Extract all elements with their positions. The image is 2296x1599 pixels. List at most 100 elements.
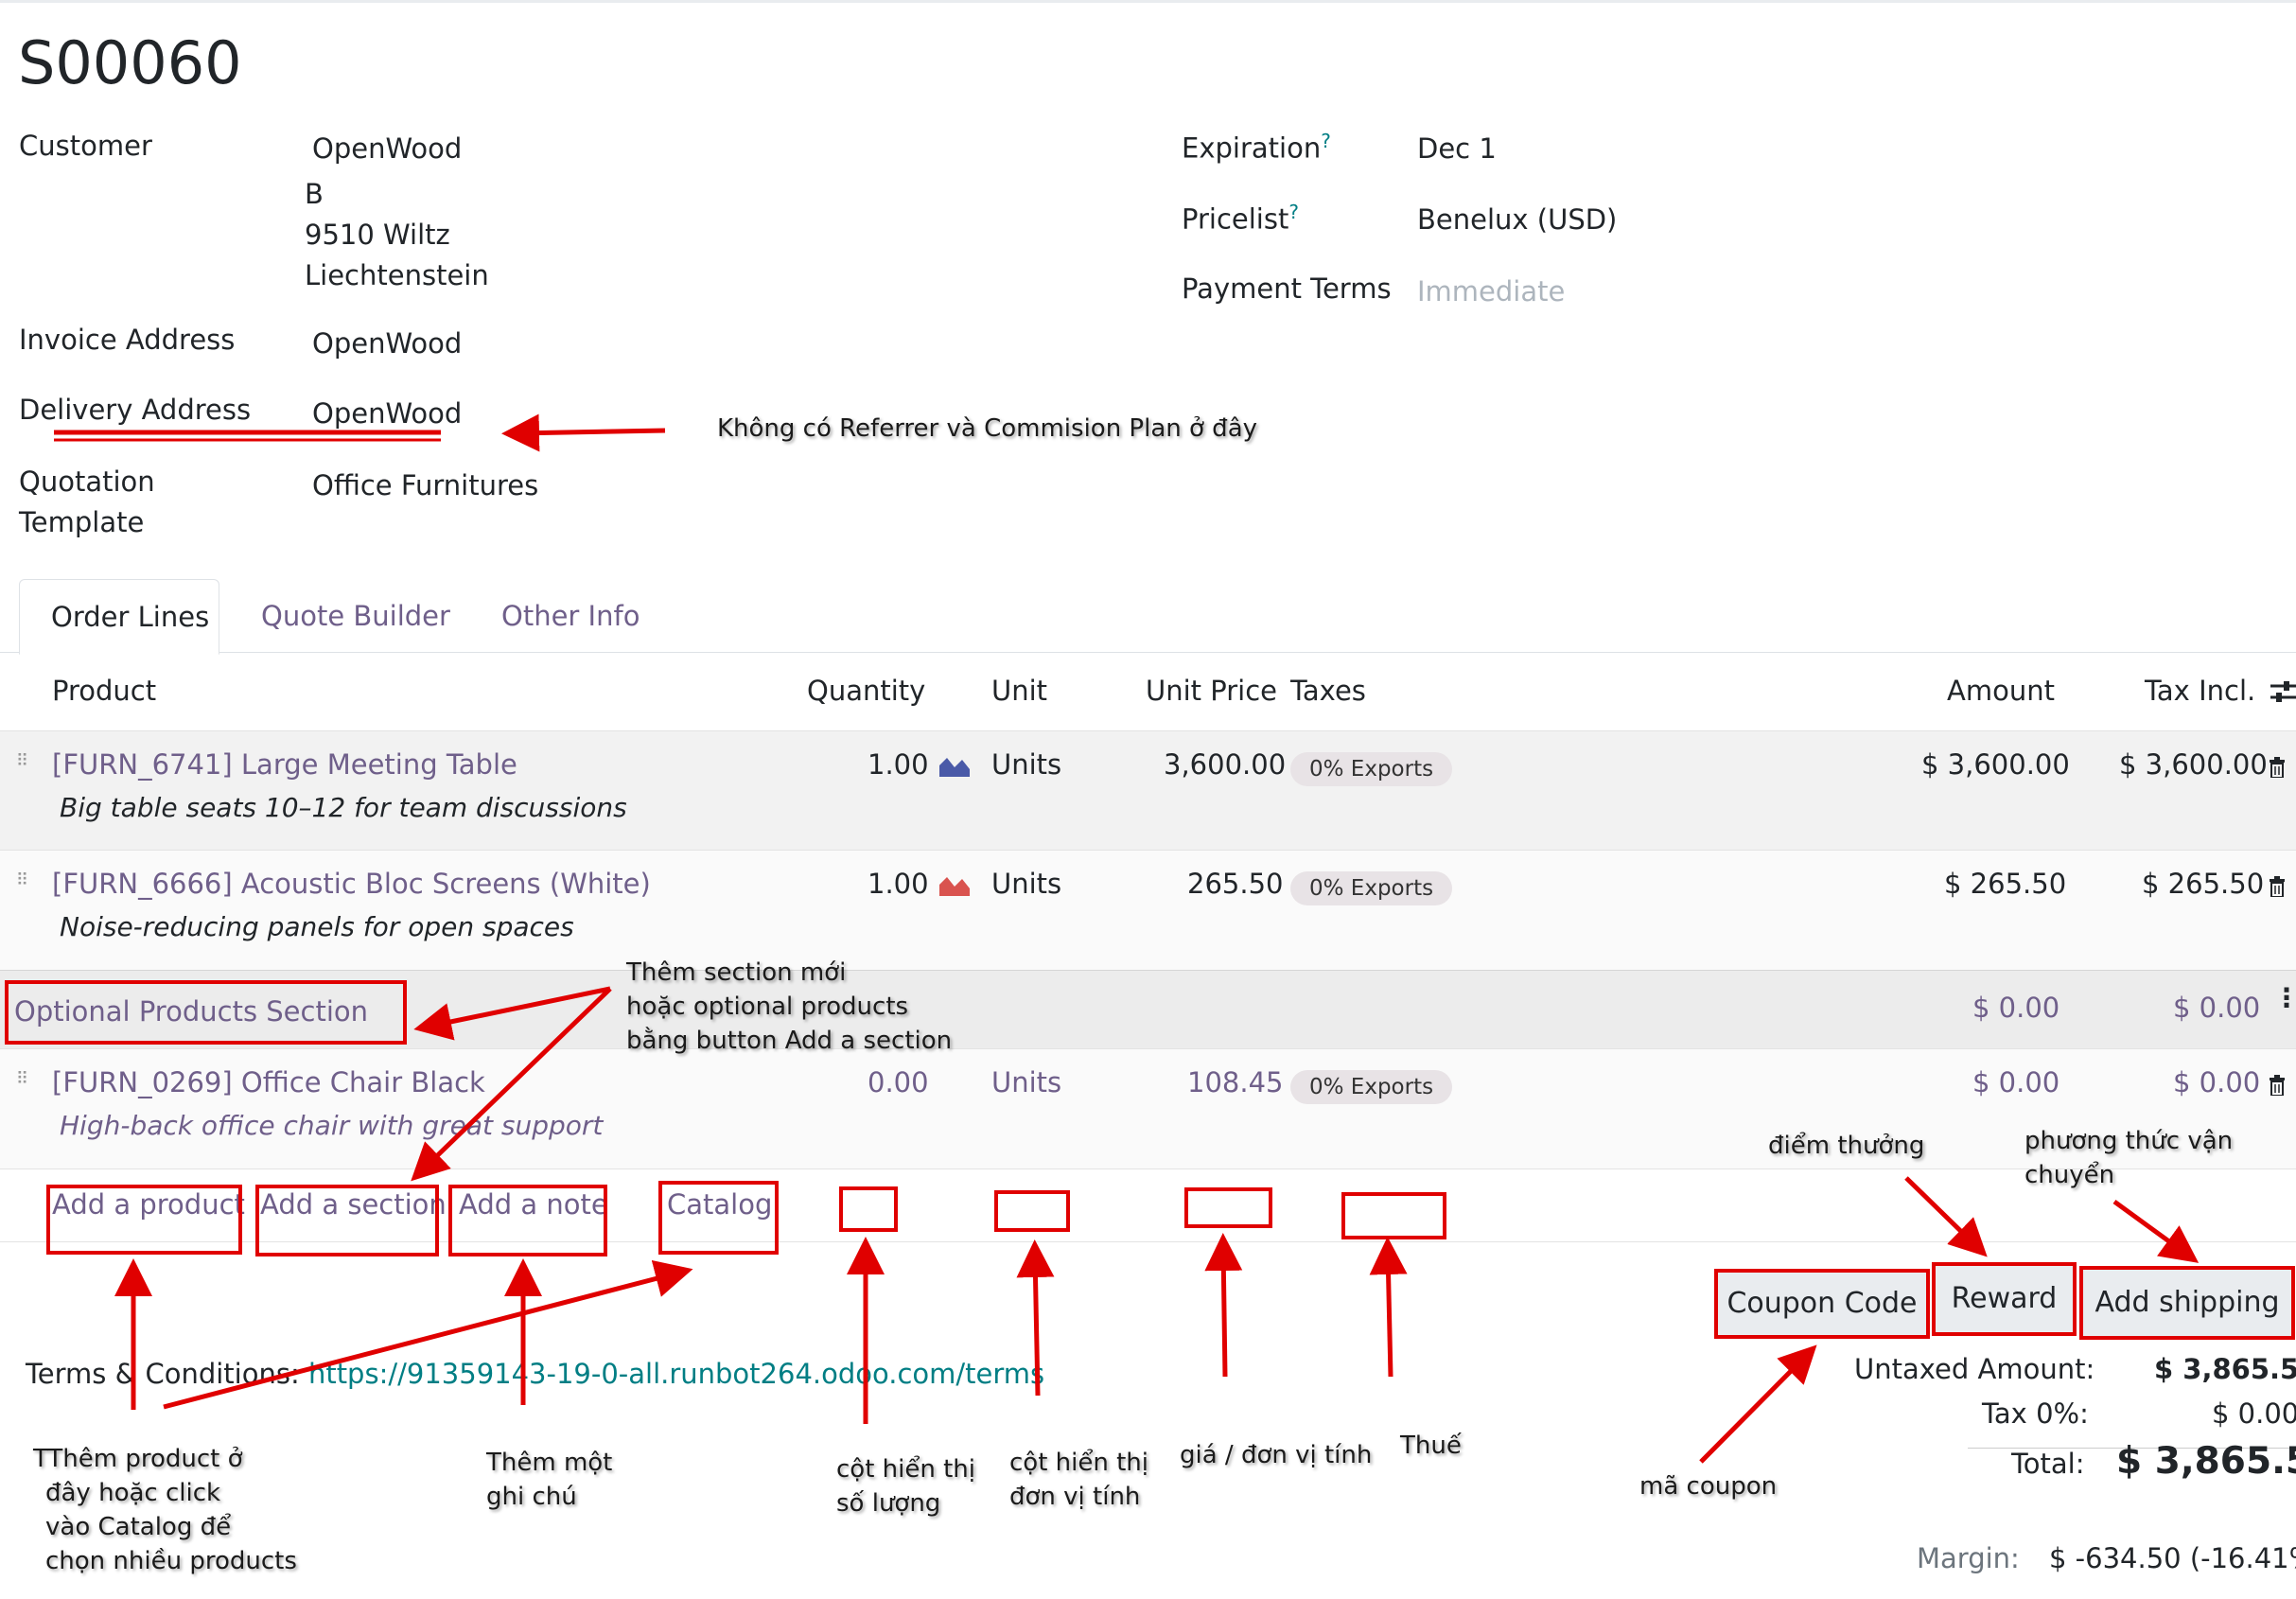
annotation-text: Thuế xyxy=(1400,1432,1462,1460)
terms-link[interactable]: https://91359143-19-0-all.runbot264.odoo… xyxy=(307,1358,1045,1390)
tab-quote-builder[interactable]: Quote Builder xyxy=(261,600,450,632)
drag-handle-icon[interactable]: ⠿ xyxy=(16,1069,28,1089)
annotation-text: số lượng xyxy=(836,1489,941,1518)
row-divider xyxy=(0,1168,2296,1169)
annotation-box-add-product xyxy=(46,1185,242,1255)
invoice-address-field[interactable]: OpenWood xyxy=(312,327,463,360)
annotation-text: Không có Referrer và Commision Plan ở đâ… xyxy=(717,414,1258,443)
annotation-box-unit xyxy=(994,1190,1070,1232)
annotation-text: cột hiển thị xyxy=(1009,1449,1148,1477)
tab-divider xyxy=(0,652,2296,653)
add-shipping-button[interactable]: Add shipping xyxy=(2079,1266,2295,1340)
unit-price-cell[interactable]: 265.50 xyxy=(1187,868,1284,900)
trash-icon[interactable] xyxy=(2269,757,2286,778)
add-product-link[interactable]: Add a product xyxy=(52,1188,245,1221)
trash-icon[interactable] xyxy=(2269,1075,2286,1096)
column-header-taxes[interactable]: Taxes xyxy=(1290,675,1366,707)
annotation-box-add-section xyxy=(255,1185,439,1256)
annotation-text: điểm thưởng xyxy=(1768,1132,1925,1160)
expiration-label: Expiration? xyxy=(1182,130,1331,165)
delivery-address-label: Delivery Address xyxy=(19,394,252,426)
tab-other-info[interactable]: Other Info xyxy=(501,600,640,632)
annotation-text: TThêm product ở xyxy=(33,1445,243,1473)
customer-label: Customer xyxy=(19,130,152,162)
section-row[interactable]: Optional Products Section $ 0.00 $ 0.00 … xyxy=(0,970,2296,1049)
customer-name[interactable]: OpenWood xyxy=(312,132,463,165)
unit-cell[interactable]: Units xyxy=(991,1066,1062,1098)
quantity-cell[interactable]: 0.00 xyxy=(868,1066,929,1098)
product-name[interactable]: [FURN_0269] Office Chair Black xyxy=(52,1066,485,1098)
customer-address-line: 9510 Wiltz xyxy=(305,219,450,251)
unit-price-cell[interactable]: 3,600.00 xyxy=(1164,748,1287,781)
product-name[interactable]: [FURN_6666] Acoustic Bloc Screens (White… xyxy=(52,868,651,900)
pricelist-field[interactable]: Benelux (USD) xyxy=(1417,203,1618,236)
product-name[interactable]: [FURN_6741] Large Meeting Table xyxy=(52,748,517,781)
unit-cell[interactable]: Units xyxy=(991,868,1062,900)
delivery-address-field[interactable]: OpenWood xyxy=(312,397,463,430)
payment-terms-label: Payment Terms xyxy=(1182,272,1392,305)
optional-columns-icon[interactable] xyxy=(2270,677,2296,706)
add-section-link[interactable]: Add a section xyxy=(260,1188,447,1221)
quotation-template-field[interactable]: Office Furnitures xyxy=(312,469,539,501)
annotation-text: mã coupon xyxy=(1639,1472,1778,1501)
column-header-product[interactable]: Product xyxy=(52,675,157,707)
tax-badge[interactable]: 0% Exports xyxy=(1290,752,1453,786)
drag-handle-icon[interactable]: ⠿ xyxy=(16,870,28,890)
column-header-unit[interactable]: Unit xyxy=(991,675,1048,707)
annotation-text: phương thức vận xyxy=(2024,1127,2234,1155)
payment-terms-field[interactable]: Immediate xyxy=(1417,275,1566,308)
help-icon[interactable]: ? xyxy=(1288,201,1299,223)
reward-button[interactable]: Reward xyxy=(1932,1262,2077,1336)
table-row[interactable]: ⠿ [FURN_0269] Office Chair Black High-ba… xyxy=(0,1048,2296,1169)
column-header-unit-price[interactable]: Unit Price xyxy=(1146,675,1277,707)
section-label[interactable]: Optional Products Section xyxy=(14,995,369,1028)
annotation-text: vào Catalog để xyxy=(45,1513,232,1541)
annotation-box-section xyxy=(5,980,407,1045)
annotation-box-quantity xyxy=(839,1186,898,1232)
annotation-text: đây hoặc click xyxy=(45,1479,221,1507)
annotation-box-taxes xyxy=(1341,1192,1446,1239)
amount-cell: $ 0.00 xyxy=(1972,1066,2060,1098)
table-row[interactable]: ⠿ [FURN_6741] Large Meeting Table Big ta… xyxy=(0,730,2296,851)
expiration-field[interactable]: Dec 1 xyxy=(1417,132,1497,165)
table-row[interactable]: ⠿ [FURN_6666] Acoustic Bloc Screens (Whi… xyxy=(0,850,2296,971)
coupon-code-button[interactable]: Coupon Code xyxy=(1714,1269,1930,1339)
help-icon[interactable]: ? xyxy=(1321,130,1331,152)
drag-handle-icon[interactable]: ⠿ xyxy=(16,751,28,771)
annotation-box-price xyxy=(1184,1187,1272,1228)
total-value: $ 3,865.50 xyxy=(2116,1440,2296,1483)
amount-cell: $ 265.50 xyxy=(1944,868,2067,900)
trash-icon[interactable] xyxy=(2269,876,2286,897)
annotation-text: bằng button Add a section xyxy=(626,1027,953,1055)
quantity-cell[interactable]: 1.00 xyxy=(868,748,929,781)
annotation-text: hoặc optional products xyxy=(626,993,909,1021)
annotation-text: ghi chú xyxy=(486,1483,577,1511)
tax-badge[interactable]: 0% Exports xyxy=(1290,871,1453,905)
column-header-amount[interactable]: Amount xyxy=(1947,675,2055,707)
customer-address-line: B xyxy=(305,178,324,210)
terms-label: Terms & Conditions: xyxy=(26,1358,300,1390)
forecast-chart-icon[interactable] xyxy=(939,756,970,777)
column-header-quantity[interactable]: Quantity xyxy=(807,675,926,707)
add-note-link[interactable]: Add a note xyxy=(459,1188,608,1221)
row-divider xyxy=(0,1241,2296,1242)
product-description[interactable]: Big table seats 10–12 for team discussio… xyxy=(60,792,627,823)
tax-badge[interactable]: 0% Exports xyxy=(1290,1070,1453,1104)
quotation-template-label: Quotation xyxy=(19,466,155,498)
product-description[interactable]: High-back office chair with great suppor… xyxy=(60,1110,604,1141)
product-description[interactable]: Noise-reducing panels for open spaces xyxy=(60,911,574,942)
tab-order-lines[interactable]: Order Lines xyxy=(19,579,219,655)
terms-conditions: Terms & Conditions: https://91359143-19-… xyxy=(26,1358,1044,1390)
tax-incl-cell: $ 0.00 xyxy=(2173,1066,2261,1098)
margin-value: $ -634.50 (-16.41%) xyxy=(2049,1542,2296,1574)
annotation-text: đơn vị tính xyxy=(1009,1483,1141,1511)
kebab-menu-icon[interactable]: ⋮ xyxy=(2273,982,2296,1013)
quantity-cell[interactable]: 1.00 xyxy=(868,868,929,900)
tax-label: Tax 0%: xyxy=(1982,1397,2089,1430)
unit-cell[interactable]: Units xyxy=(991,748,1062,781)
unit-price-cell[interactable]: 108.45 xyxy=(1187,1066,1284,1098)
annotation-text: Thêm section mới xyxy=(626,958,847,987)
forecast-chart-icon[interactable] xyxy=(939,875,970,896)
column-header-tax-incl[interactable]: Tax Incl. xyxy=(2145,675,2256,707)
catalog-button[interactable]: Catalog xyxy=(667,1188,773,1221)
